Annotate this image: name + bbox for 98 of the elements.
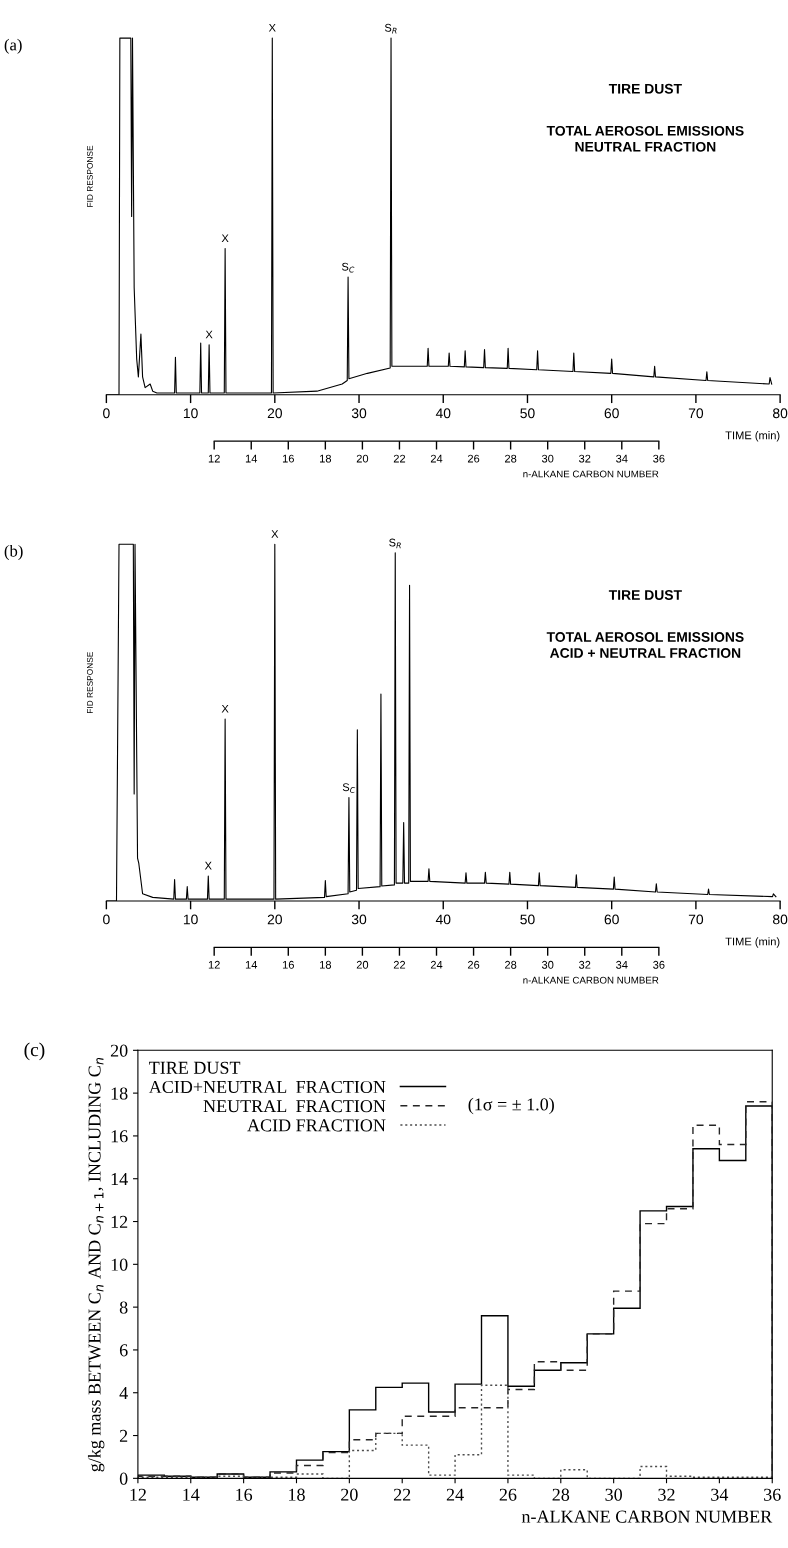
x2-axis-title: n-ALKANE CARBON NUMBER — [523, 470, 659, 478]
annotation: X — [221, 704, 229, 713]
legend-label: ACID FRACTION — [247, 1119, 386, 1132]
x-tick-label: 40 — [435, 914, 451, 925]
legend-label: ACID+NEUTRAL FRACTION — [148, 1080, 386, 1094]
annotation: S$_{R}$ — [389, 538, 401, 549]
x2-tick-label: 30 — [541, 454, 554, 463]
y-axis-title: g/kg mass BETWEEN C$_{n}$ AND C$_{n+1}$, INCLUDING C$_{n}$ — [87, 1057, 105, 1472]
x2-tick-label: 28 — [505, 454, 517, 463]
y-tick-label: 16 — [111, 1130, 128, 1143]
y-tick-label: 2 — [119, 1429, 128, 1442]
x-tick-label: 50 — [520, 408, 535, 419]
x2-tick-label: 24 — [430, 960, 443, 969]
annotation: X — [205, 330, 213, 339]
legend-label: NEUTRAL FRACTION — [203, 1100, 386, 1113]
x-tick-label: 16 — [236, 1488, 253, 1501]
x2-tick-label: 22 — [393, 454, 406, 463]
x2-tick-label: 16 — [282, 960, 294, 969]
x-tick-label: 0 — [103, 914, 110, 925]
x-tick-label: 30 — [605, 1488, 622, 1501]
annotation: S$_{R}$ — [384, 23, 397, 34]
y-tick-label: 20 — [110, 1044, 128, 1057]
y-axis-title: FID RESPONSE — [86, 652, 93, 714]
x-tick-label: 80 — [773, 408, 788, 419]
annotation: (1σ = ± 1.0) — [468, 1097, 554, 1115]
x2-tick-label: 32 — [578, 960, 591, 969]
text: TOTAL AEROSOL EMISSIONS ACID + NEUTRAL FRACTION — [546, 632, 744, 658]
x-tick-label: 34 — [711, 1488, 729, 1501]
x-tick-label: 36 — [764, 1488, 781, 1501]
x2-tick-label: 34 — [616, 454, 628, 463]
x-tick-label: 20 — [267, 408, 282, 419]
x-tick-label: 30 — [351, 914, 367, 925]
x-tick-label: 70 — [688, 914, 704, 925]
x2-tick-label: 22 — [393, 960, 406, 969]
x2-tick-label: 28 — [505, 960, 517, 969]
x-tick-label: 30 — [351, 408, 367, 419]
x-axis-title: n-ALKANE CARBON NUMBER — [521, 1510, 773, 1523]
x2-tick-label: 20 — [356, 454, 369, 463]
x2-tick-label: 26 — [467, 960, 480, 969]
text: TOTAL AEROSOL EMISSIONS NEUTRAL FRACTION — [546, 125, 744, 152]
y-axis-title: FID RESPONSE — [86, 145, 93, 207]
y-tick-label: 12 — [111, 1215, 128, 1228]
x2-tick-label: 26 — [467, 454, 480, 463]
x-tick-label: 28 — [552, 1488, 570, 1501]
x2-tick-label: 36 — [653, 960, 665, 969]
x-tick-label: 60 — [604, 408, 619, 419]
x-tick-label: 14 — [183, 1488, 200, 1501]
y-tick-label: 8 — [119, 1301, 128, 1314]
x-tick-label: 70 — [688, 408, 704, 419]
x-axis-title: TIME (min) — [725, 431, 780, 442]
text: (a) — [4, 38, 22, 54]
annotation: S$_{C}$ — [342, 783, 356, 793]
x-tick-label: 12 — [130, 1488, 146, 1501]
x-axis-title: TIME (min) — [725, 937, 780, 948]
x2-tick-label: 18 — [320, 454, 332, 463]
annotation: X — [204, 861, 212, 870]
x2-tick-label: 34 — [616, 960, 628, 969]
annotation: X — [268, 23, 276, 32]
x2-tick-label: 14 — [245, 960, 258, 969]
x2-tick-label: 18 — [320, 960, 332, 969]
text: TIRE DUST — [608, 590, 682, 600]
y-tick-label: 6 — [119, 1344, 128, 1357]
x2-tick-label: 16 — [282, 454, 294, 463]
x-tick-label: 18 — [289, 1488, 305, 1501]
x-tick-label: 0 — [103, 408, 110, 419]
y-tick-label: 0 — [119, 1472, 128, 1485]
x2-tick-label: 32 — [578, 454, 591, 463]
x-tick-label: 40 — [435, 408, 451, 419]
x-tick-label: 10 — [183, 408, 198, 419]
x2-axis-title: n-ALKANE CARBON NUMBER — [523, 976, 659, 984]
x2-tick-label: 36 — [653, 454, 665, 463]
x2-tick-label: 30 — [541, 960, 554, 969]
text: (c) — [24, 1042, 45, 1061]
text: TIRE DUST — [608, 83, 682, 94]
x-tick-label: 50 — [520, 914, 535, 925]
x-tick-label: 20 — [267, 914, 282, 925]
x2-tick-label: 12 — [208, 454, 220, 463]
y-tick-label: 10 — [111, 1258, 128, 1271]
legend-title: TIRE DUST — [149, 1061, 241, 1074]
y-tick-label: 18 — [111, 1087, 128, 1100]
x-tick-label: 10 — [183, 914, 198, 925]
x2-tick-label: 12 — [208, 960, 220, 969]
x-tick-label: 32 — [658, 1488, 675, 1501]
y-tick-label: 14 — [111, 1173, 128, 1185]
x-tick-label: 22 — [393, 1488, 411, 1501]
x-tick-label: 24 — [446, 1488, 464, 1501]
annotation: X — [221, 234, 229, 243]
x-tick-label: 60 — [604, 914, 619, 925]
x-tick-label: 20 — [341, 1488, 358, 1501]
annotation: S$_{C}$ — [341, 262, 355, 273]
x2-tick-label: 24 — [430, 454, 443, 463]
annotation: X — [271, 530, 279, 538]
x-tick-label: 80 — [773, 914, 788, 925]
x2-tick-label: 20 — [356, 960, 369, 969]
x-tick-label: 26 — [499, 1488, 517, 1501]
text: (b) — [4, 544, 23, 561]
x2-tick-label: 14 — [245, 454, 258, 463]
y-tick-label: 4 — [119, 1387, 128, 1399]
